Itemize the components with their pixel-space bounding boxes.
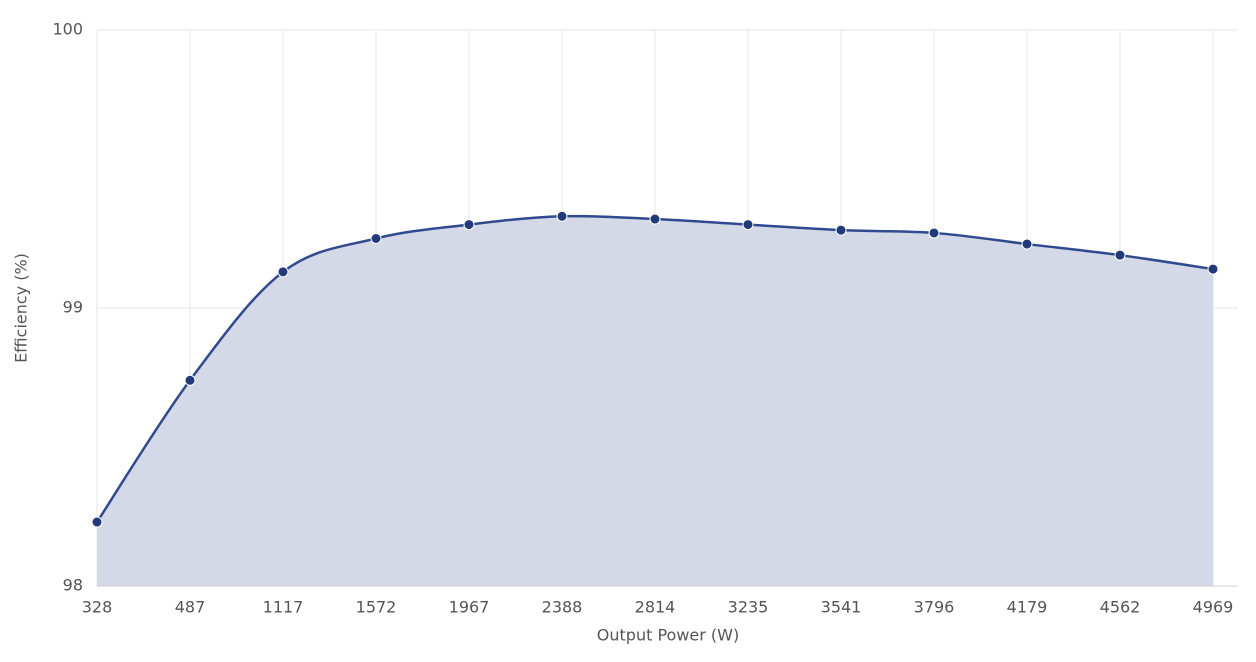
marker xyxy=(649,213,661,225)
x-tick-label: 1967 xyxy=(449,598,490,617)
x-tick-label: 3541 xyxy=(821,598,862,617)
marker xyxy=(1207,263,1219,275)
marker xyxy=(1021,238,1033,250)
x-tick-label: 4179 xyxy=(1007,598,1048,617)
y-axis-label: Efficiency (%) xyxy=(12,253,31,363)
marker xyxy=(928,227,940,239)
x-tick-label: 3235 xyxy=(728,598,769,617)
y-tick-label: 100 xyxy=(52,20,83,39)
marker xyxy=(277,266,289,278)
marker xyxy=(556,210,568,222)
area xyxy=(97,216,1213,587)
x-tick-label: 3796 xyxy=(914,598,955,617)
x-tick-label: 2814 xyxy=(635,598,676,617)
marker xyxy=(835,224,847,236)
x-tick-label: 4969 xyxy=(1193,598,1234,617)
marker xyxy=(742,219,754,231)
marker xyxy=(91,516,103,528)
x-tick-label: 2388 xyxy=(542,598,583,617)
marker xyxy=(463,219,475,231)
x-tick-label: 328 xyxy=(82,598,113,617)
marker xyxy=(370,233,382,244)
x-tick-label: 4562 xyxy=(1100,598,1141,617)
x-axis-label: Output Power (W) xyxy=(597,626,739,645)
x-tick-label: 1572 xyxy=(356,598,397,617)
x-tick-label: 487 xyxy=(175,598,206,617)
marker xyxy=(1114,249,1126,261)
x-tick-label: 1117 xyxy=(263,598,304,617)
marker xyxy=(184,374,196,386)
y-tick-label: 99 xyxy=(63,298,83,317)
y-tick-label: 98 xyxy=(63,576,83,595)
